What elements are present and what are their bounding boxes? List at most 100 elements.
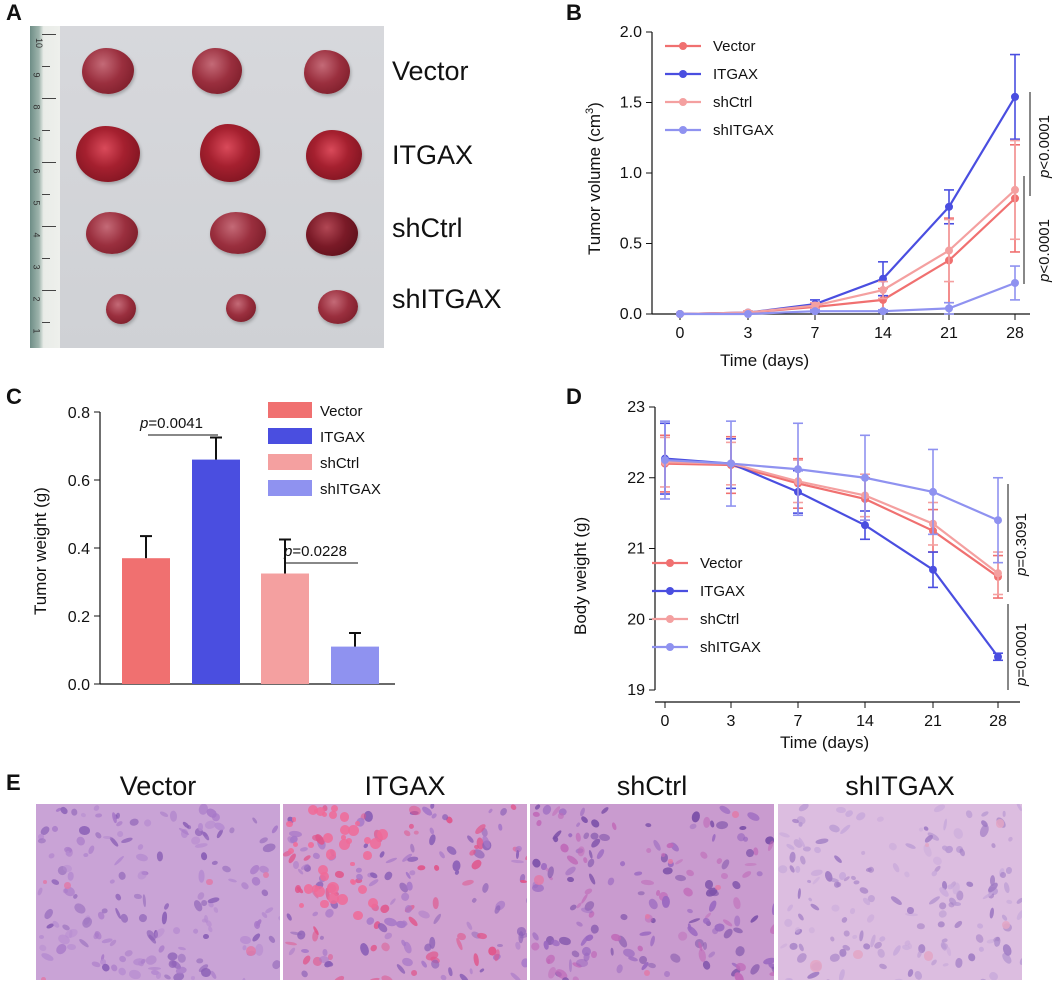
tissue-cell xyxy=(748,913,759,924)
tissue-red-cell xyxy=(327,892,339,905)
bar-shctrl xyxy=(261,573,309,684)
tissue-cell xyxy=(39,935,44,940)
tissue-cell xyxy=(922,825,930,832)
tissue-cell xyxy=(115,830,124,839)
tissue-cell xyxy=(378,850,386,859)
tissue-cell xyxy=(953,919,964,929)
tissue-cell xyxy=(499,807,509,817)
tissue-cell xyxy=(858,886,870,896)
tissue-cell xyxy=(406,881,413,891)
tissue-cell xyxy=(419,960,428,970)
tissue-cell xyxy=(916,922,925,929)
tissue-cell xyxy=(201,830,211,841)
tissue-cell xyxy=(413,830,419,836)
legend-swatch xyxy=(268,454,312,470)
tissue-cell xyxy=(954,957,963,968)
tissue-cell xyxy=(37,837,46,844)
tissue-cell xyxy=(200,852,208,861)
legend-marker xyxy=(679,70,687,78)
tissue-cell xyxy=(196,957,204,964)
tissue-cell xyxy=(113,855,125,867)
tissue-cell xyxy=(128,969,143,980)
tissue-cell xyxy=(571,949,581,958)
tissue-cell xyxy=(890,894,904,906)
tissue-cell xyxy=(50,877,60,886)
tissue-cell xyxy=(581,856,588,864)
tissue-cell xyxy=(943,844,955,855)
tissue-red-cell xyxy=(339,838,351,850)
tissue-cell xyxy=(1005,866,1013,874)
row-label-vector: Vector xyxy=(392,56,469,86)
tissue-cell xyxy=(748,962,762,977)
tissue-red-cell xyxy=(205,878,213,886)
tissue-red-cell xyxy=(853,949,863,960)
tissue-cell xyxy=(718,804,732,815)
tissue-cell xyxy=(888,841,899,852)
tissue-cell xyxy=(796,912,805,922)
tissue-cell xyxy=(833,853,843,864)
tissue-cell xyxy=(890,862,901,874)
tissue-cell xyxy=(239,881,250,892)
x-tick-label: 3 xyxy=(727,713,736,730)
tissue-red-cell xyxy=(363,837,372,845)
y-tick-label: 2.0 xyxy=(620,24,642,41)
tissue-cell xyxy=(101,907,109,914)
tissue-cell xyxy=(829,935,835,942)
x-tick-label: 0 xyxy=(661,713,670,730)
tissue-cell xyxy=(558,841,571,854)
tissue-cell xyxy=(830,904,840,912)
tissue-cell xyxy=(163,902,171,911)
tissue-cell xyxy=(59,805,70,816)
tissue-cell xyxy=(466,834,475,844)
tissue-red-cell xyxy=(326,849,337,860)
data-point xyxy=(861,521,869,530)
ruler-number: 1 xyxy=(31,328,42,334)
tissue-red-cell xyxy=(350,862,355,867)
tissue-cell xyxy=(334,870,346,879)
tissue-cell xyxy=(807,896,814,903)
tissue-cell xyxy=(509,804,518,812)
y-tick-label: 20 xyxy=(627,611,645,628)
tissue-red-cell xyxy=(348,825,360,837)
tissue-cell xyxy=(102,835,112,840)
tissue-cell xyxy=(80,915,95,930)
tissue-cell xyxy=(368,878,380,888)
data-point xyxy=(879,307,887,316)
tissue-cell xyxy=(965,880,974,889)
row-label-shctrl: shCtrl xyxy=(392,213,463,243)
tumor-shctrl xyxy=(306,212,358,256)
tissue-cell xyxy=(649,935,657,948)
tissue-cell xyxy=(438,849,447,859)
tissue-red-cell xyxy=(368,898,379,908)
tissue-cell xyxy=(989,842,996,849)
tissue-cell xyxy=(891,944,902,958)
tissue-cell xyxy=(380,973,395,980)
legend-label: ITGAX xyxy=(713,66,758,83)
tissue-red-cell xyxy=(326,881,339,894)
tissue-cell xyxy=(515,850,519,860)
tissue-cell xyxy=(211,860,219,866)
legend-marker xyxy=(666,587,674,595)
tissue-cell xyxy=(452,859,462,872)
tissue-cell xyxy=(557,812,564,819)
ruler-number: 3 xyxy=(31,264,42,270)
tissue-cell xyxy=(161,911,168,925)
tissue-cell xyxy=(907,968,915,978)
tissue-cell xyxy=(854,811,867,823)
tissue-red-cell xyxy=(357,884,367,895)
tissue-cell xyxy=(561,977,570,980)
tissue-cell xyxy=(508,971,522,980)
data-point xyxy=(811,307,819,316)
tissue-cell xyxy=(155,971,162,980)
tissue-cell xyxy=(588,849,594,860)
tissue-cell xyxy=(582,952,590,963)
tissue-red-cell xyxy=(43,879,48,884)
data-point xyxy=(661,456,669,465)
tissue-cell xyxy=(771,903,774,916)
tissue-cell xyxy=(432,864,440,872)
tissue-cell xyxy=(288,946,297,956)
ruler: 10 9 8 7 6 5 4 3 2 1 xyxy=(30,26,60,348)
tissue-cell xyxy=(409,869,416,875)
tissue-cell xyxy=(963,809,974,820)
tissue-cell xyxy=(378,903,391,915)
